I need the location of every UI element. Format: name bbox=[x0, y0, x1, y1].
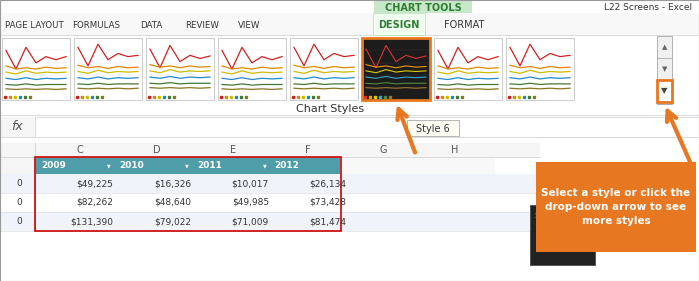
Text: H: H bbox=[452, 145, 459, 155]
Bar bbox=[0, 117, 35, 137]
Text: $140,000: $140,000 bbox=[534, 210, 570, 219]
Bar bbox=[340, 143, 495, 231]
Text: E: E bbox=[230, 145, 236, 155]
Bar bbox=[434, 38, 502, 100]
Bar bbox=[0, 13, 699, 35]
Bar bbox=[0, 143, 35, 231]
Bar bbox=[530, 205, 595, 265]
Text: fx: fx bbox=[11, 121, 23, 133]
Text: 0: 0 bbox=[16, 198, 22, 207]
Text: G: G bbox=[380, 145, 387, 155]
Text: $49,985: $49,985 bbox=[232, 198, 269, 207]
Bar bbox=[74, 38, 142, 100]
Text: $131,390: $131,390 bbox=[70, 217, 113, 226]
Text: ▼: ▼ bbox=[662, 66, 667, 72]
Text: $81,474: $81,474 bbox=[309, 217, 346, 226]
Bar bbox=[407, 120, 459, 136]
Bar bbox=[373, 13, 425, 35]
Bar bbox=[657, 36, 672, 58]
Bar bbox=[35, 157, 341, 231]
Bar bbox=[657, 36, 672, 104]
Text: C: C bbox=[77, 145, 83, 155]
Bar bbox=[536, 162, 696, 252]
Text: $48,640: $48,640 bbox=[154, 198, 191, 207]
Bar bbox=[0, 157, 35, 174]
Text: 2010: 2010 bbox=[119, 161, 144, 170]
Text: DATA: DATA bbox=[140, 21, 162, 30]
Text: Style 6: Style 6 bbox=[416, 124, 450, 134]
Text: REVIEW: REVIEW bbox=[185, 21, 219, 30]
Text: ▲: ▲ bbox=[662, 44, 667, 50]
Text: D: D bbox=[153, 145, 161, 155]
Bar bbox=[35, 157, 340, 174]
Bar bbox=[657, 58, 672, 80]
Text: $79,022: $79,022 bbox=[154, 217, 191, 226]
Bar bbox=[218, 38, 286, 100]
Text: VIEW: VIEW bbox=[238, 21, 260, 30]
Text: $82,262: $82,262 bbox=[76, 198, 113, 207]
Text: F: F bbox=[305, 145, 311, 155]
Text: $26,134: $26,134 bbox=[309, 179, 346, 188]
Text: Chart Styles: Chart Styles bbox=[296, 104, 364, 114]
Text: $71,009: $71,009 bbox=[232, 217, 269, 226]
Bar bbox=[506, 38, 574, 100]
Text: 0: 0 bbox=[16, 179, 22, 188]
Text: $73,428: $73,428 bbox=[309, 198, 346, 207]
Text: 2011: 2011 bbox=[197, 161, 222, 170]
Text: CHART TOOLS: CHART TOOLS bbox=[384, 3, 461, 13]
Text: ▼: ▼ bbox=[340, 163, 344, 168]
Text: 2012: 2012 bbox=[274, 161, 299, 170]
Text: DESIGN: DESIGN bbox=[378, 20, 419, 30]
Text: $49,225: $49,225 bbox=[76, 179, 113, 188]
Bar bbox=[657, 80, 672, 102]
Text: ▼: ▼ bbox=[107, 163, 111, 168]
Bar bbox=[0, 174, 540, 193]
Bar bbox=[0, 193, 540, 212]
Bar bbox=[374, 0, 472, 13]
Text: FORMAT: FORMAT bbox=[444, 20, 484, 30]
Bar bbox=[2, 38, 70, 100]
Bar bbox=[146, 38, 214, 100]
Bar bbox=[0, 212, 540, 231]
Text: ▼: ▼ bbox=[263, 163, 267, 168]
Text: 2009: 2009 bbox=[41, 161, 66, 170]
Text: 0: 0 bbox=[16, 217, 22, 226]
Text: $16,326: $16,326 bbox=[154, 179, 191, 188]
Text: $10,017: $10,017 bbox=[232, 179, 269, 188]
Text: Select a style or click the
drop-down arrow to see
more styles: Select a style or click the drop-down ar… bbox=[542, 188, 691, 226]
Bar bbox=[0, 143, 540, 157]
Text: ▼: ▼ bbox=[185, 163, 189, 168]
Bar bbox=[362, 38, 430, 100]
Text: PAGE LAYOUT: PAGE LAYOUT bbox=[5, 21, 64, 30]
Bar bbox=[0, 117, 699, 137]
Text: FORMULAS: FORMULAS bbox=[72, 21, 120, 30]
Bar bbox=[576, 211, 581, 216]
Text: ▼: ▼ bbox=[661, 87, 668, 96]
Text: L22 Screens - Excel: L22 Screens - Excel bbox=[604, 3, 692, 12]
Bar bbox=[290, 38, 358, 100]
